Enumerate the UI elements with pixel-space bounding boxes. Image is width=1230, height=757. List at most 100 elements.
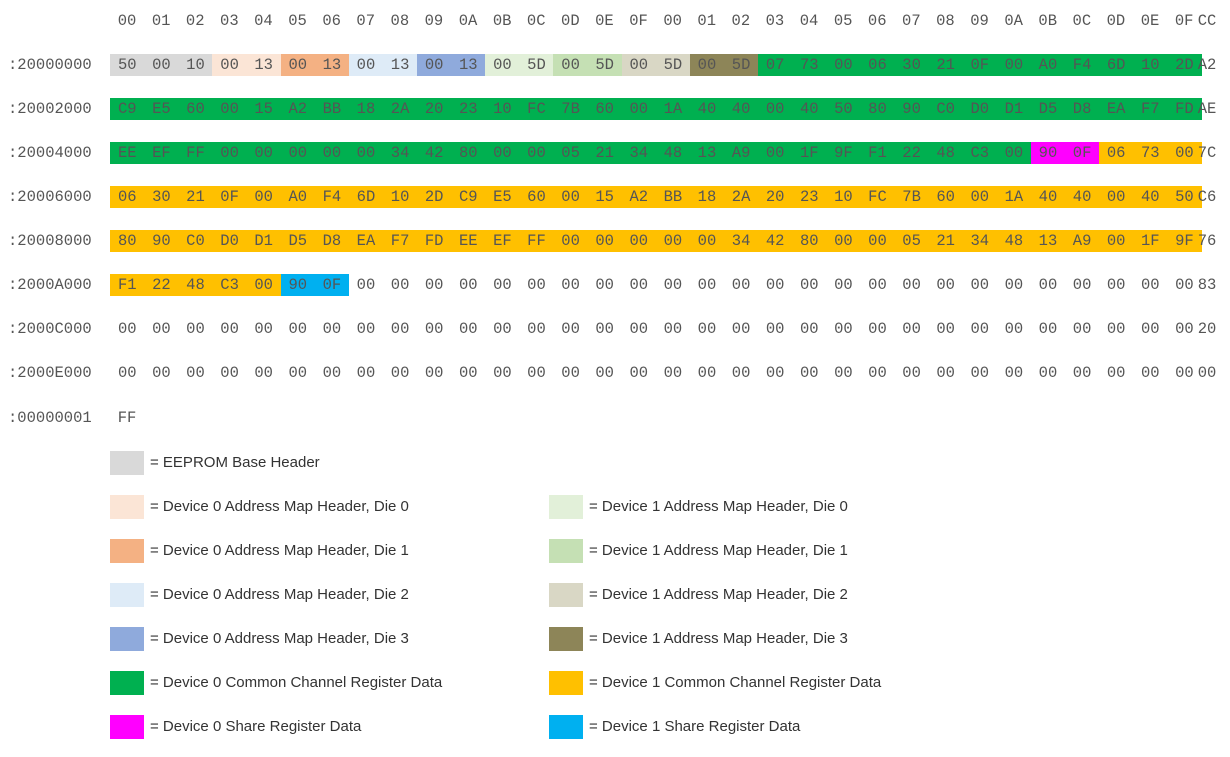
hex-byte: 00 xyxy=(458,276,478,294)
hex-byte: 00 xyxy=(527,364,546,382)
hex-byte: 48 xyxy=(178,274,213,296)
hex-byte: 00 xyxy=(390,364,410,382)
hex-byte: 1F xyxy=(792,142,827,164)
hex-byte: 00 xyxy=(288,320,308,338)
hex-byte: 00 xyxy=(587,230,622,252)
hex-byte: 10 xyxy=(826,186,861,208)
hex-byte: 00 xyxy=(799,320,819,338)
hex-byte: 60 xyxy=(178,98,213,120)
hex-byte: 00 xyxy=(1072,276,1092,294)
hex-byte: 00 xyxy=(485,142,520,164)
hex-byte: FC xyxy=(519,98,554,120)
hex-byte: 90 xyxy=(894,98,929,120)
hex-byte: 00 xyxy=(424,364,444,382)
hex-byte: 00 xyxy=(1140,276,1160,294)
hex-byte: 90 xyxy=(280,274,316,296)
hex-byte: 00 xyxy=(1175,364,1194,382)
hex-byte: 00 xyxy=(868,364,887,382)
hex-byte: 00 xyxy=(424,276,444,294)
legend-label: = Device 1 Address Map Header, Die 1 xyxy=(589,542,848,559)
hex-byte: 50 xyxy=(110,54,145,76)
legend-swatch xyxy=(549,495,583,519)
hex-byte: 00 xyxy=(834,364,853,382)
hex-byte: BB xyxy=(655,186,691,208)
hex-byte: F1 xyxy=(110,274,145,296)
hex-byte: 40 xyxy=(792,98,827,120)
hex-byte: 00 xyxy=(868,276,887,294)
hex-byte: E5 xyxy=(485,186,520,208)
legend-item-d0h2: = Device 0 Address Map Header, Die 2 xyxy=(110,583,530,607)
hex-byte: 00 xyxy=(152,364,171,382)
hex-byte: FD xyxy=(1167,98,1202,120)
column-header: 0C xyxy=(526,12,546,30)
legend-label: = Device 0 Address Map Header, Die 3 xyxy=(150,630,409,647)
hex-byte: 7B xyxy=(553,98,588,120)
hex-byte: 00 xyxy=(629,276,649,294)
column-header: 08 xyxy=(390,12,410,30)
column-header: 0A xyxy=(458,12,478,30)
hex-byte: 5D xyxy=(655,54,691,76)
hex-byte: 00 xyxy=(1004,276,1024,294)
column-header: 04 xyxy=(254,12,273,30)
hex-byte: 00 xyxy=(220,364,239,382)
hex-byte: 00 xyxy=(212,142,247,164)
hex-byte: 00 xyxy=(458,320,478,338)
hex-byte: 00 xyxy=(1106,364,1126,382)
hex-byte: 00 xyxy=(1098,186,1134,208)
hex-byte: EF xyxy=(144,142,179,164)
hex-byte: 13 xyxy=(1030,230,1066,252)
record-checksum: AE xyxy=(1197,100,1217,118)
hex-byte: 00 xyxy=(970,276,990,294)
hex-byte: 00 xyxy=(765,364,785,382)
hex-byte: 00 xyxy=(288,364,308,382)
hex-byte: 06 xyxy=(1098,142,1134,164)
legend-swatch xyxy=(549,715,583,739)
hex-byte: A0 xyxy=(1030,54,1066,76)
legend-swatch xyxy=(110,451,144,475)
legend-swatch xyxy=(110,583,144,607)
hex-byte: 42 xyxy=(416,142,452,164)
hex-byte: 00 xyxy=(280,142,316,164)
hex-byte: 00 xyxy=(220,320,239,338)
hex-byte: EF xyxy=(485,230,520,252)
hex-byte: 10 xyxy=(485,98,520,120)
hex-byte: 00 xyxy=(117,320,137,338)
legend-swatch xyxy=(110,539,144,563)
hex-byte: C9 xyxy=(110,98,145,120)
hex-byte: 00 xyxy=(996,142,1032,164)
hex-byte: 00 xyxy=(1140,364,1160,382)
hex-byte: F7 xyxy=(1133,98,1168,120)
hex-byte: 06 xyxy=(110,186,145,208)
hex-byte: 1A xyxy=(996,186,1032,208)
column-header: 05 xyxy=(288,12,307,30)
hex-byte: 00 xyxy=(834,276,853,294)
record-address: :2000C000 xyxy=(8,320,92,338)
hex-byte: 00 xyxy=(1106,276,1126,294)
hex-byte: 06 xyxy=(860,54,895,76)
hex-byte: 00 xyxy=(697,276,717,294)
hex-byte: A2 xyxy=(280,98,316,120)
legend-item-d0s: = Device 0 Share Register Data xyxy=(110,715,530,739)
hex-byte: 00 xyxy=(731,364,751,382)
hex-byte: 40 xyxy=(1030,186,1066,208)
hex-byte: 00 xyxy=(553,230,588,252)
hex-byte: 48 xyxy=(655,142,691,164)
hex-byte: D5 xyxy=(280,230,316,252)
hex-byte: 00 xyxy=(527,320,546,338)
legend-swatch xyxy=(110,671,144,695)
hex-byte: 1A xyxy=(655,98,691,120)
hex-byte: 00 xyxy=(595,276,614,294)
hex-byte: 2A xyxy=(382,98,418,120)
hex-byte: 00 xyxy=(561,276,580,294)
hex-byte: 00 xyxy=(424,320,444,338)
hex-byte: 00 xyxy=(553,54,588,76)
hex-byte: EA xyxy=(1098,98,1134,120)
hex-byte: F4 xyxy=(1064,54,1100,76)
hex-byte: 00 xyxy=(799,364,819,382)
hex-byte: 00 xyxy=(595,320,614,338)
hex-byte: 34 xyxy=(962,230,998,252)
hex-byte: 73 xyxy=(1133,142,1168,164)
column-header: 0B xyxy=(492,12,512,30)
hex-byte: 00 xyxy=(416,54,452,76)
